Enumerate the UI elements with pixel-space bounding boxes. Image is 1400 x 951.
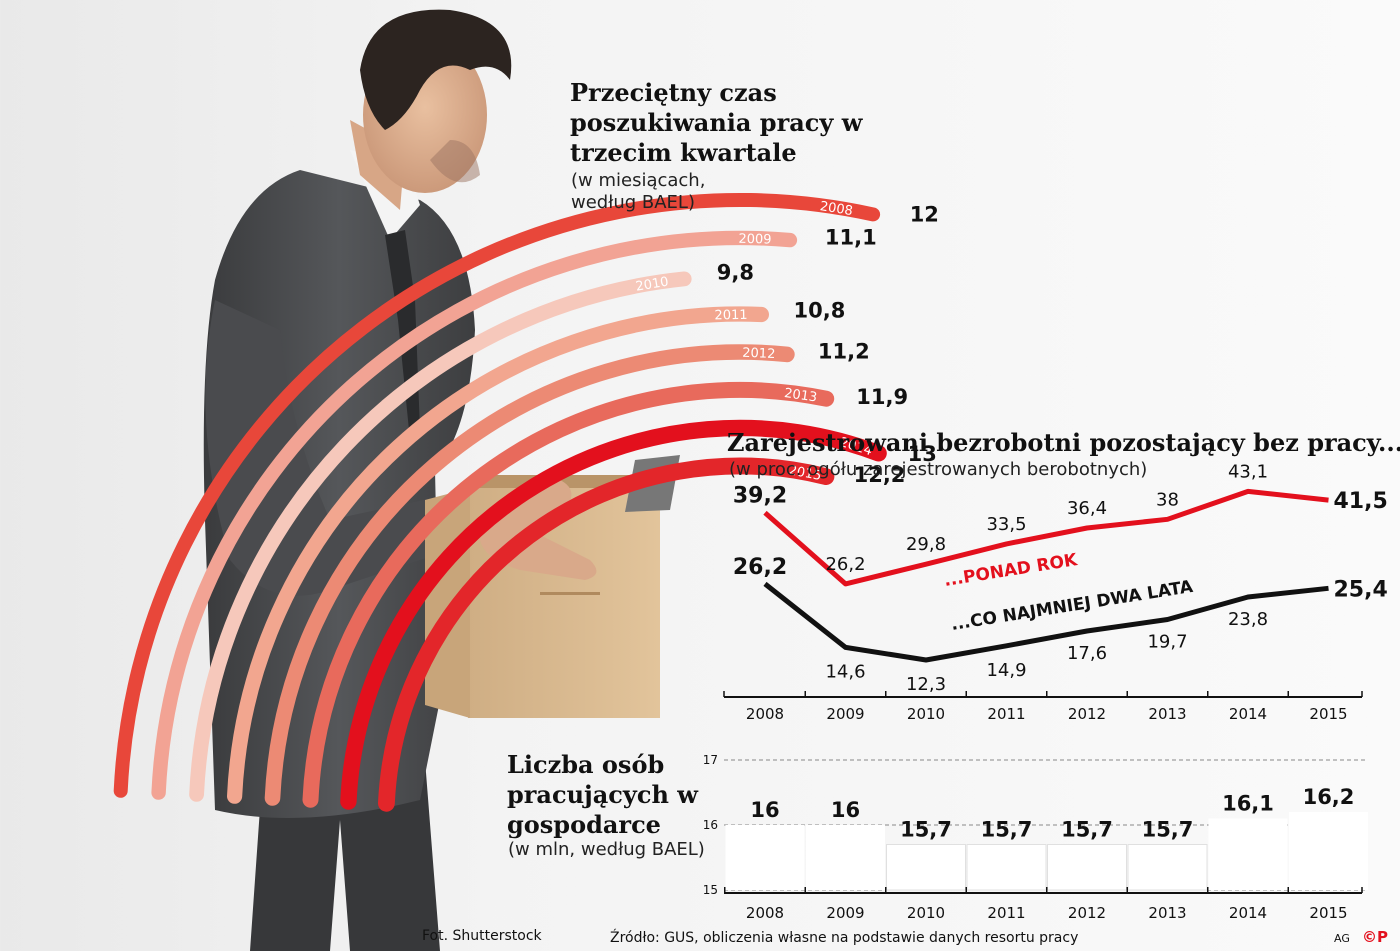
bar-2011 <box>966 844 1047 891</box>
bar-2015 <box>1289 812 1368 890</box>
chart2-subtitle: (w proc. ogółu zarejestrowanych berobotn… <box>729 459 1148 480</box>
x-tick-label: 2014 <box>1229 705 1267 723</box>
x-tick-label: 2015 <box>1309 705 1347 723</box>
bar-value-label: 15,7 <box>900 818 952 842</box>
x-tick-label: 2008 <box>746 904 784 922</box>
chart3-title: Liczba osób pracujących w gospodarce <box>507 750 698 839</box>
arc-bar-2011 <box>227 306 769 804</box>
bar-2013 <box>1127 844 1208 891</box>
arc-year-label: 2013 <box>783 386 818 406</box>
author-initials: AG <box>1334 932 1350 945</box>
arc-bar-2014 <box>340 419 887 810</box>
line-data-label: 14,9 <box>986 660 1026 681</box>
arc-value-label: 10,8 <box>794 299 846 323</box>
line-data-label: 12,3 <box>906 674 946 695</box>
arc-year-label: 2015 <box>787 463 822 484</box>
bar-value-label: 16 <box>750 798 779 822</box>
arc-value-label: 9,8 <box>717 260 754 284</box>
arc-year-label: 2008 <box>819 199 854 219</box>
arc-value-label: 13 <box>908 442 937 466</box>
line-data-label: 25,4 <box>1334 577 1388 602</box>
bar-value-label: 15,7 <box>1142 818 1194 842</box>
x-tick-label: 2012 <box>1068 705 1106 723</box>
bar-value-label: 16,1 <box>1222 792 1274 816</box>
arc-value-label: 12,2 <box>854 463 906 487</box>
line-data-label: 17,6 <box>1067 643 1107 664</box>
y-tick-label: 16 <box>703 818 718 832</box>
bar-value-label: 16,2 <box>1303 785 1355 809</box>
x-tick-label: 2015 <box>1309 904 1347 922</box>
arc-value-label: 11,9 <box>856 385 908 409</box>
arc-bar-2008 <box>113 193 881 798</box>
arc-year-label: 2012 <box>742 346 776 362</box>
line-data-label: 39,2 <box>733 484 787 509</box>
line-data-label: 43,1 <box>1228 461 1268 482</box>
line-data-label: 23,8 <box>1228 609 1268 630</box>
series-line-1 <box>763 581 1329 663</box>
arc-year-label: 2009 <box>738 232 771 248</box>
arc-value-label: 12 <box>910 203 939 227</box>
chart2-title: Zarejestrowani bezrobotni pozostający be… <box>727 428 1400 457</box>
y-tick-label: 15 <box>703 883 718 897</box>
series-line-0 <box>763 488 1329 587</box>
arc-year-label: 2011 <box>714 308 747 324</box>
source-note: Źródło: GUS, obliczenia własne na podsta… <box>610 930 1079 946</box>
publisher-logo: ©P <box>1362 928 1388 946</box>
line-data-label: 41,5 <box>1334 489 1388 514</box>
chart1-subtitle: (w miesiącach, według BAEL) <box>571 170 706 213</box>
arc-bar-2015 <box>378 457 835 812</box>
arc-bar-2009 <box>151 230 798 800</box>
x-tick-label: 2011 <box>987 705 1025 723</box>
x-tick-label: 2008 <box>746 705 784 723</box>
line-data-label: 14,6 <box>825 661 865 682</box>
chart1-title: Przeciętny czas poszukiwania pracy w trz… <box>570 78 863 167</box>
x-tick-label: 2009 <box>826 705 864 723</box>
bar-value-label: 15,7 <box>981 818 1033 842</box>
bar-2009 <box>806 825 885 890</box>
x-tick-label: 2012 <box>1068 904 1106 922</box>
arc-bar-2010 <box>189 271 692 802</box>
bar-2010 <box>886 844 966 891</box>
line-data-label: 38 <box>1156 489 1179 510</box>
y-tick-label: 17 <box>703 753 718 767</box>
bar-value-label: 15,7 <box>1061 818 1113 842</box>
line-data-label: 19,7 <box>1147 632 1187 653</box>
chart3-subtitle: (w mln, według BAEL) <box>508 839 705 860</box>
line-data-label: 33,5 <box>986 514 1026 535</box>
line-data-label: 26,2 <box>825 554 865 575</box>
photo-credit: Fot. Shutterstock <box>422 928 542 944</box>
bar-2014 <box>1208 818 1288 890</box>
x-tick-label: 2013 <box>1148 705 1186 723</box>
arc-year-label: 2010 <box>635 275 670 295</box>
x-tick-label: 2010 <box>907 904 945 922</box>
arc-bar-2012 <box>264 344 795 806</box>
arc-bar-2013 <box>302 381 835 808</box>
line-data-label: 29,8 <box>906 534 946 555</box>
bar-2008 <box>725 825 805 890</box>
line-data-label: 26,2 <box>733 555 787 580</box>
bar-2012 <box>1047 844 1127 891</box>
bar-value-label: 16 <box>831 798 860 822</box>
arc-value-label: 11,1 <box>825 225 877 249</box>
x-tick-label: 2009 <box>826 904 864 922</box>
x-tick-label: 2014 <box>1229 904 1267 922</box>
line-data-label: 36,4 <box>1067 498 1107 519</box>
arc-value-label: 11,2 <box>818 339 870 363</box>
x-tick-label: 2011 <box>987 904 1025 922</box>
x-tick-label: 2010 <box>907 705 945 723</box>
x-tick-label: 2013 <box>1148 904 1186 922</box>
